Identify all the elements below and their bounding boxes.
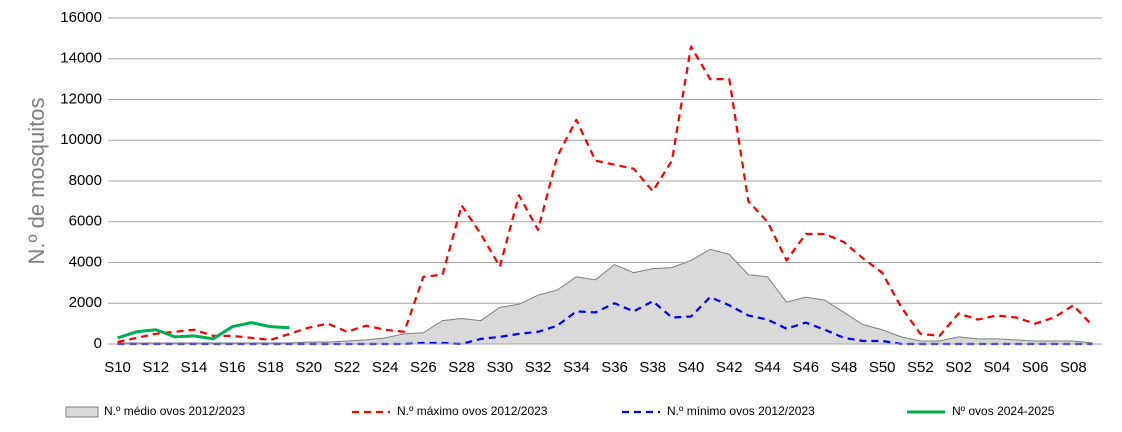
x-tick-label: S18 (257, 359, 284, 376)
legend-label: N.º médio ovos 2012/2023 (104, 404, 245, 418)
x-tick-label: S04 (984, 359, 1011, 376)
x-tick-label: S12 (142, 359, 169, 376)
x-tick-label: S44 (754, 359, 781, 376)
x-tick-label: S24 (372, 359, 399, 376)
y-tick-label: 8000 (69, 172, 102, 189)
legend-label: N.º máximo ovos 2012/2023 (397, 404, 548, 418)
x-tick-label: S02 (945, 359, 972, 376)
x-tick-label: S46 (792, 359, 819, 376)
y-tick-label: 12000 (60, 90, 102, 107)
area (117, 248, 1093, 345)
y-tick-label: 14000 (60, 50, 102, 67)
y-axis-title: N.º de mosquitos (24, 98, 49, 265)
x-tick-label: S30 (487, 359, 514, 376)
y-tick-label: 4000 (69, 253, 102, 270)
x-tick-label: S08 (1060, 359, 1087, 376)
x-tick-label: S38 (639, 359, 666, 376)
y-tick-label: 16000 (60, 9, 102, 26)
x-tick-label: S14 (181, 359, 208, 376)
x-tick-label: S36 (601, 359, 628, 376)
x-tick-label: S22 (334, 359, 361, 376)
y-tick-label: 2000 (69, 294, 102, 311)
x-tick-label: S10 (104, 359, 131, 376)
x-tick-label: S32 (525, 359, 552, 376)
x-tick-label: S16 (219, 359, 246, 376)
x-tick-label: S40 (678, 359, 705, 376)
line (117, 321, 290, 341)
legend-swatch (65, 406, 99, 418)
y-tick-label: 6000 (69, 213, 102, 230)
x-tick-label: S20 (295, 359, 322, 376)
x-tick-label: S50 (869, 359, 896, 376)
legend-label: N.º mínimo ovos 2012/2023 (667, 404, 815, 418)
x-tick-label: S06 (1022, 359, 1049, 376)
legend-label: Nº ovos 2024-2025 (952, 404, 1055, 418)
x-tick-label: S26 (410, 359, 437, 376)
x-tick-label: S52 (907, 359, 934, 376)
x-tick-label: S28 (448, 359, 475, 376)
line (117, 45, 1094, 344)
x-tick-label: S42 (716, 359, 743, 376)
x-tick-label: S34 (563, 359, 590, 376)
y-tick-label: 0 (94, 335, 102, 352)
y-tick-label: 10000 (60, 131, 102, 148)
x-tick-label: S48 (831, 359, 858, 376)
